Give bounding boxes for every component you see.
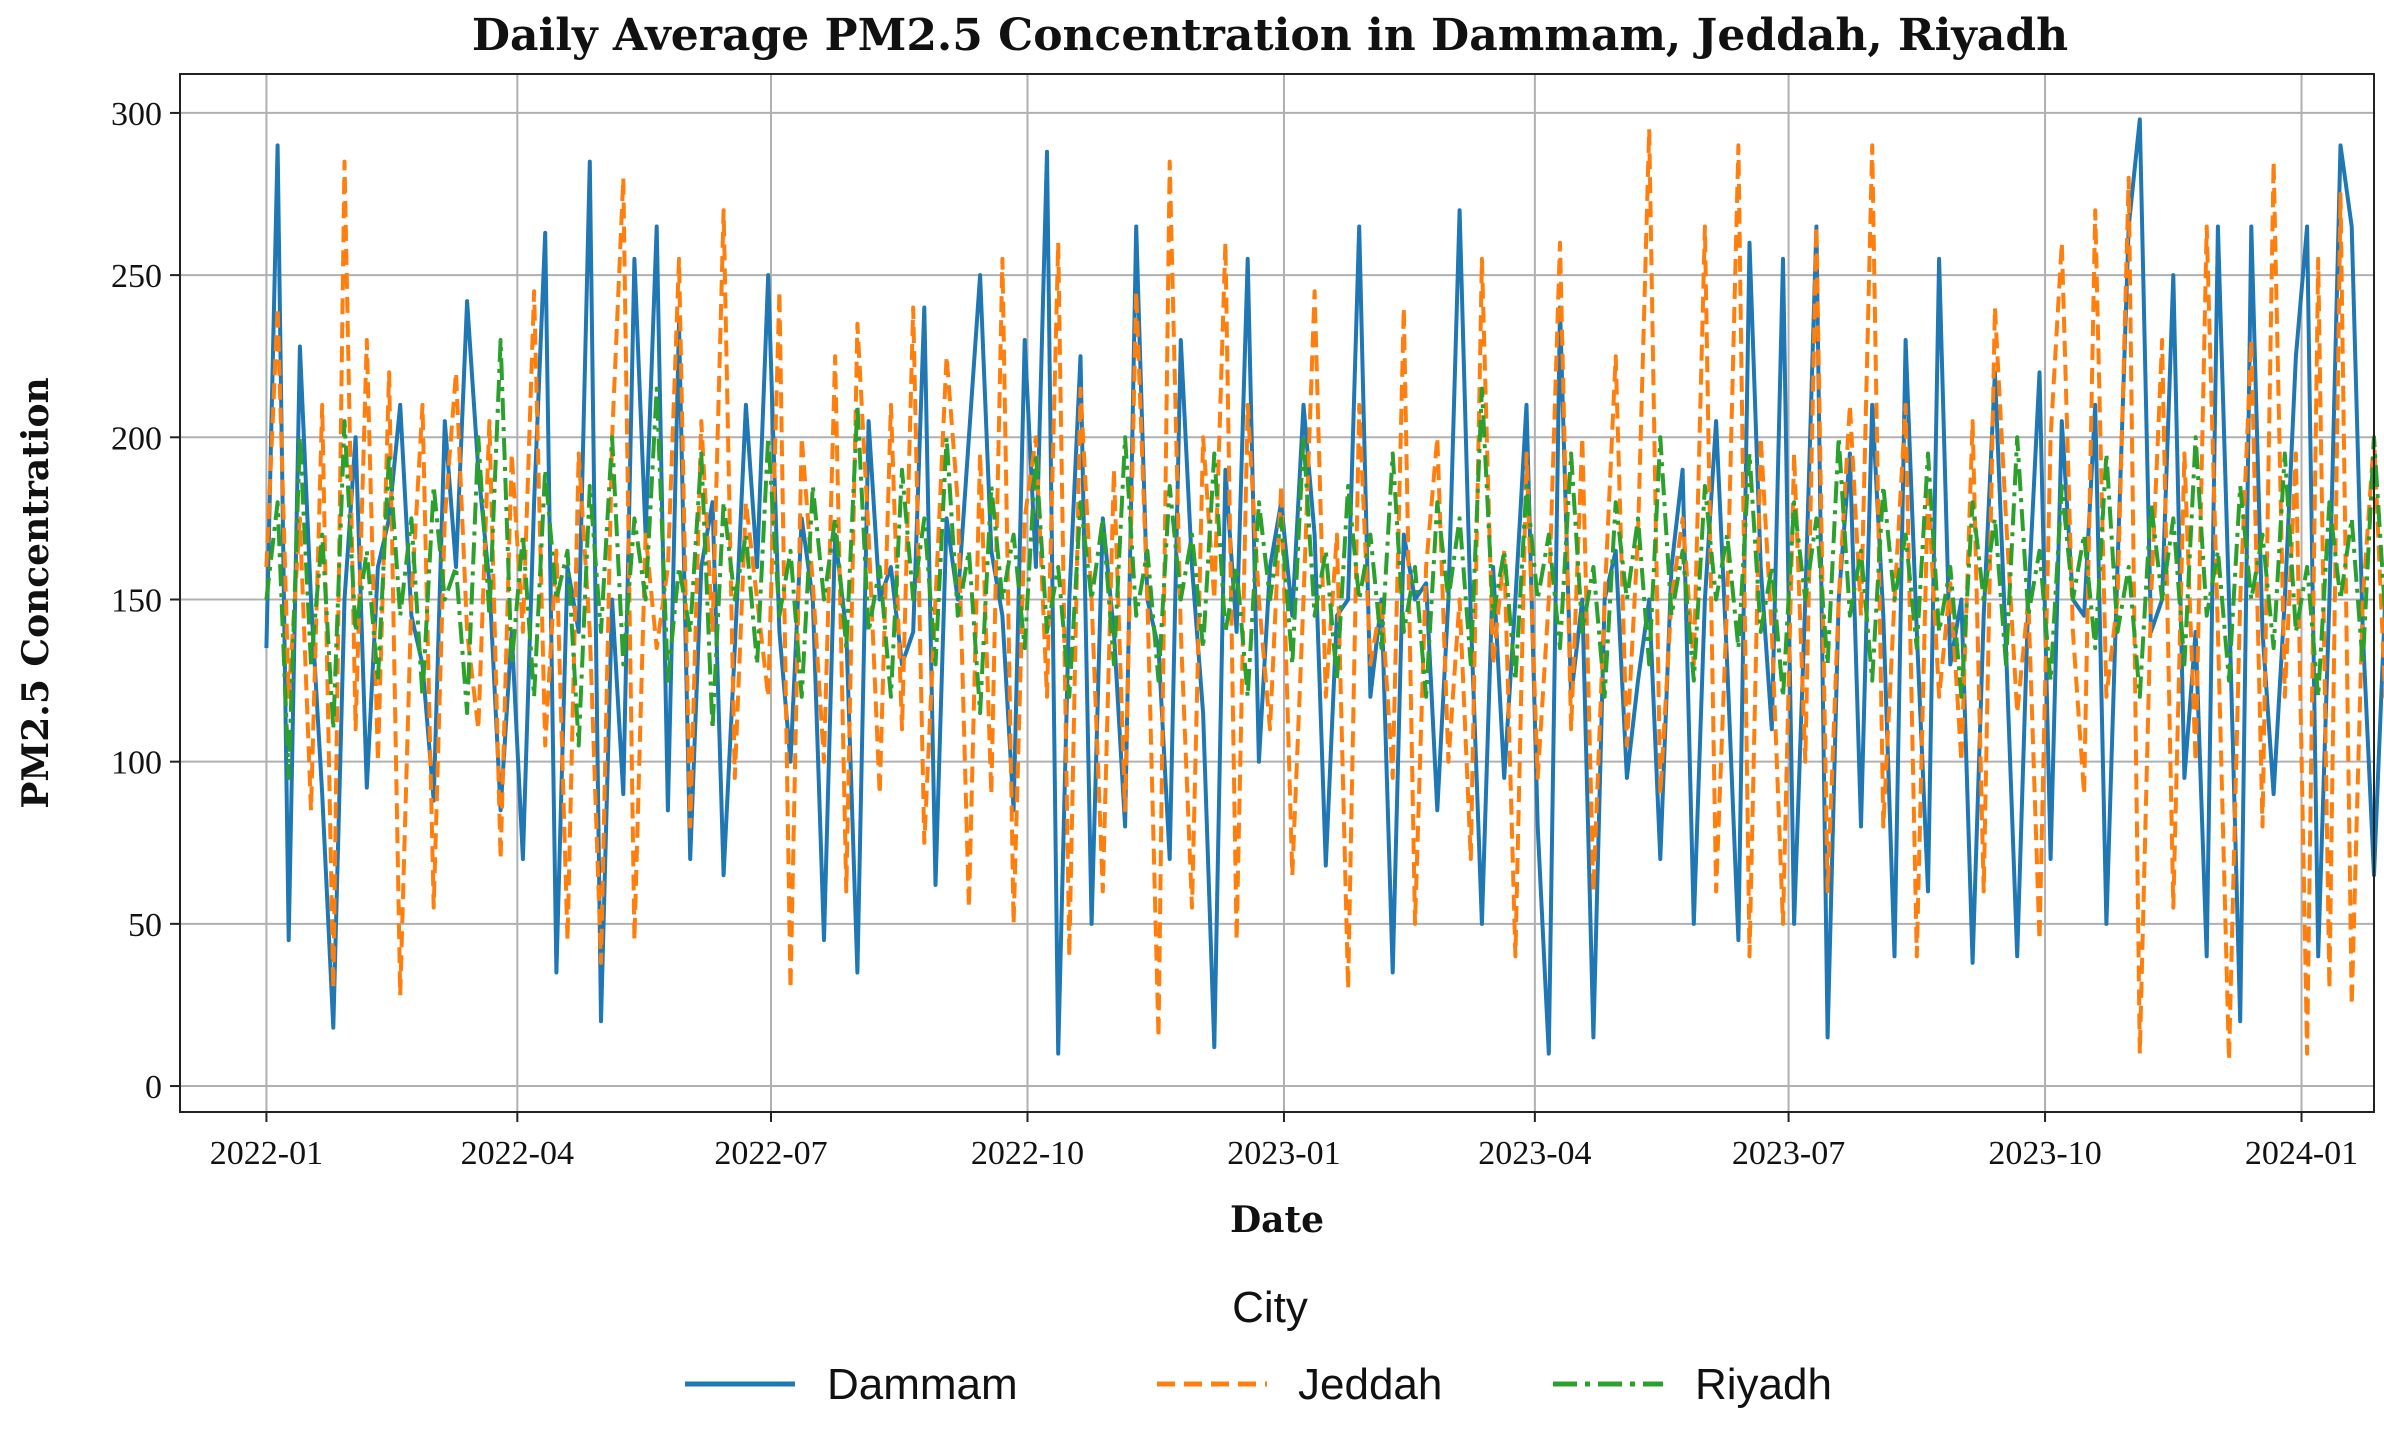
x-tick-label: 2024-01 <box>2245 1135 2358 1172</box>
series-layer <box>264 117 2384 1063</box>
x-tick-label: 2023-04 <box>1478 1135 1591 1172</box>
legend-label-jeddah: Jeddah <box>1298 1360 1442 1409</box>
legend-label-riyadh: Riyadh <box>1695 1360 1832 1409</box>
x-tick-label: 2023-01 <box>1227 1135 1340 1172</box>
y-tick-label: 0 <box>145 1069 162 1106</box>
y-tick-label: 200 <box>111 420 162 457</box>
x-tick-label: 2022-01 <box>210 1135 323 1172</box>
plot-frame <box>179 73 2375 1113</box>
y-ticks: 0 50 100 150 200 250 300 <box>111 96 180 1106</box>
x-tick-label: 2022-04 <box>461 1135 574 1172</box>
x-tick-label: 2022-10 <box>971 1135 1084 1172</box>
x-tick-label: 2022-07 <box>714 1135 827 1172</box>
x-tick-label: 2023-10 <box>1988 1135 2101 1172</box>
y-tick-label: 250 <box>111 258 162 295</box>
legend: City Dammam Jeddah Riyadh <box>685 1283 1832 1409</box>
series-line-riyadh <box>264 338 2384 780</box>
x-axis-label: Date <box>1230 1199 1324 1241</box>
x-ticks: 2022-01 2022-04 2022-07 2022-10 2023-01 2023-… <box>210 1112 2358 1172</box>
chart-title: Daily Average PM2.5 Concentration in Dam… <box>472 10 2068 61</box>
x-tick-label: 2023-07 <box>1732 1135 1845 1172</box>
legend-label-dammam: Dammam <box>827 1360 1018 1409</box>
y-tick-label: 100 <box>111 745 162 782</box>
y-axis-label: PM2.5 Concentration <box>15 377 57 808</box>
y-tick-label: 150 <box>111 582 162 619</box>
y-tick-label: 50 <box>128 907 162 944</box>
series-line-dammam <box>264 117 2384 1056</box>
y-tick-label: 300 <box>111 96 162 133</box>
legend-title: City <box>1232 1283 1308 1332</box>
series-line-jeddah <box>264 127 2384 1063</box>
